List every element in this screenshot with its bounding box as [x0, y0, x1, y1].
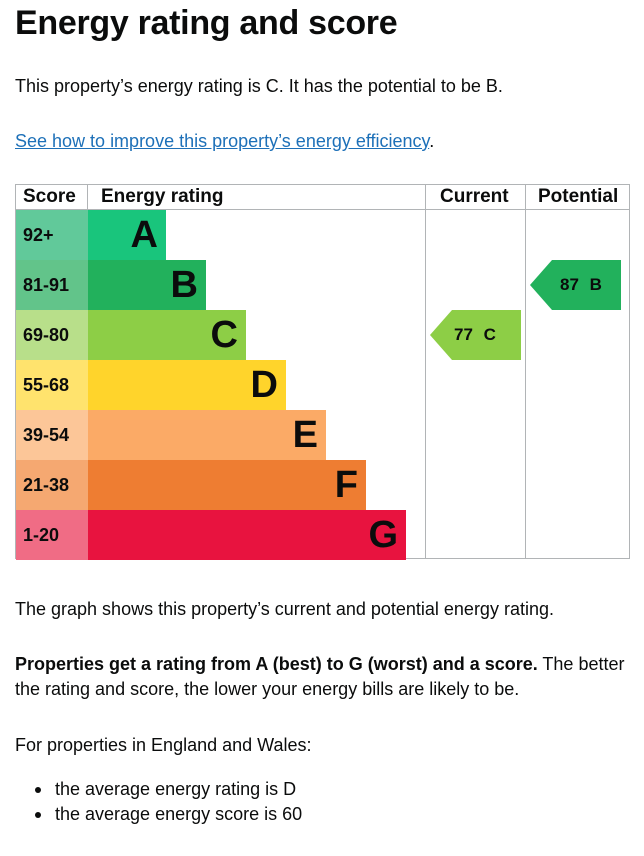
header-score: Score: [23, 186, 76, 207]
list-item: the average energy score is 60: [15, 802, 302, 827]
band-bar-a: A: [88, 210, 166, 260]
band-letter-f: F: [334, 464, 358, 506]
rating-explanation-rest: The better the rating and score, the low…: [15, 654, 625, 699]
improve-efficiency-link[interactable]: See how to improve this property’s energ…: [15, 131, 430, 151]
rating-explanation: Properties get a rating from A (best) to…: [15, 652, 630, 702]
band-letter-e: E: [292, 414, 318, 456]
band-letter-b: B: [170, 264, 198, 306]
bullet-icon: [35, 812, 41, 818]
page-title: Energy rating and score: [15, 4, 398, 42]
potential-score: 87: [560, 275, 579, 294]
header-divider: [16, 209, 629, 210]
band-letter-g: G: [368, 514, 398, 556]
potential-letter: B: [589, 275, 602, 294]
band-bar-f: F: [88, 460, 366, 510]
average-rating-text: the average energy rating is D: [55, 779, 297, 799]
rating-intro: This property’s energy rating is C. It h…: [15, 76, 503, 96]
band-score-d: 55-68: [16, 360, 88, 410]
band-score-b: 81-91: [16, 260, 88, 310]
band-letter-a: A: [130, 214, 158, 256]
average-score-text: the average energy score is 60: [55, 804, 303, 824]
potential-rating-arrow: 87 B: [530, 260, 621, 310]
band-letter-c: C: [210, 314, 238, 356]
rating-explanation-bold: Properties get a rating from A (best) to…: [15, 654, 538, 674]
current-score: 77: [454, 325, 473, 344]
bullet-icon: [35, 787, 41, 793]
band-bar-e: E: [88, 410, 326, 460]
potential-rating-label: 87 B: [560, 260, 602, 310]
band-bar-c: C: [88, 310, 246, 360]
epc-rating-table: Score Energy rating Current Potential 92…: [15, 184, 630, 560]
band-bar-g: G: [88, 510, 406, 560]
divider-current: [525, 185, 526, 558]
band-bar-d: D: [88, 360, 286, 410]
band-score-f: 21-38: [16, 460, 88, 510]
current-rating-arrow: 77 C: [430, 310, 521, 360]
averages-list: the average energy rating is D the avera…: [15, 777, 302, 827]
band-bar-b: B: [88, 260, 206, 310]
current-arrow-shape: [430, 310, 521, 360]
graph-note: The graph shows this property’s current …: [15, 599, 554, 619]
band-score-c: 69-80: [16, 310, 88, 360]
england-wales-intro: For properties in England and Wales:: [15, 735, 312, 755]
band-score-g: 1-20: [16, 510, 88, 560]
current-letter: C: [483, 325, 496, 344]
list-item: the average energy rating is D: [15, 777, 302, 802]
link-suffix: .: [429, 131, 435, 151]
divider-rating: [425, 185, 426, 558]
header-current: Current: [440, 186, 509, 207]
potential-arrow-shape: [530, 260, 621, 310]
current-rating-label: 77 C: [454, 310, 496, 360]
band-score-e: 39-54: [16, 410, 88, 460]
improve-link-line: See how to improve this property’s energ…: [15, 131, 434, 152]
header-potential: Potential: [538, 186, 619, 207]
band-letter-d: D: [250, 364, 278, 406]
band-score-a: 92+: [16, 210, 88, 260]
header-energy-rating: Energy rating: [101, 186, 224, 207]
